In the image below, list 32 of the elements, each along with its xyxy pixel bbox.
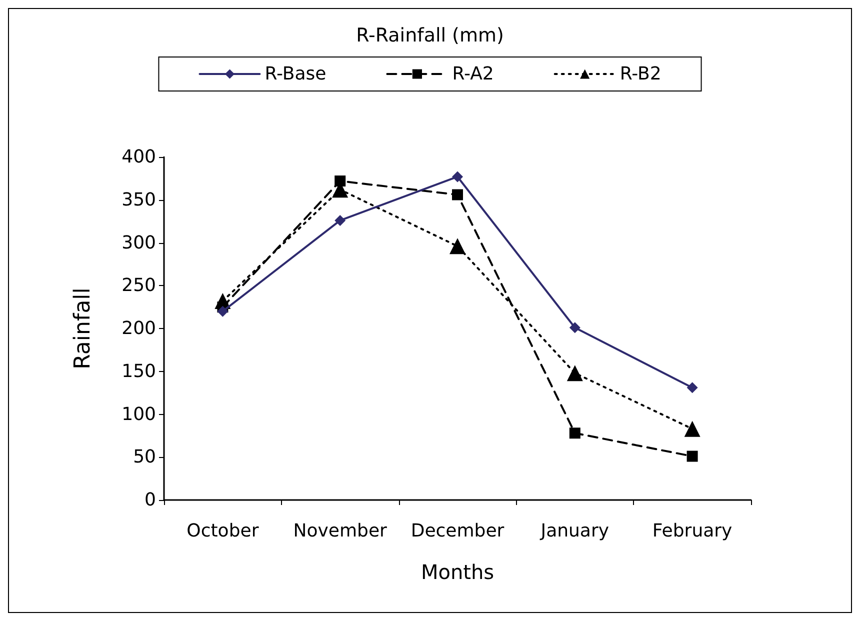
y-tick-label: 0: [144, 490, 156, 510]
point: [686, 382, 698, 394]
point: [217, 306, 228, 317]
y-tick-label: 50: [133, 446, 156, 468]
x-tick-label: December: [410, 520, 505, 542]
y-tick-label: 350: [122, 189, 156, 210]
point: [334, 214, 346, 226]
point: [569, 428, 580, 439]
y-tick-label: 200: [122, 318, 156, 339]
point: [569, 322, 580, 334]
y-axis-title: Rainfall: [70, 288, 96, 370]
point: [686, 450, 698, 462]
x-tick-label: November: [293, 520, 388, 542]
legend-label: R-B2: [620, 64, 662, 84]
point: [452, 189, 463, 200]
y-tick-label: 400: [122, 146, 156, 168]
y-tick-label: 250: [122, 275, 156, 296]
x-tick-label: October: [186, 520, 260, 542]
point: [684, 420, 700, 437]
x-axis-title: Months: [420, 560, 494, 584]
x-tick-label: January: [540, 520, 610, 542]
x-tick-label: February: [652, 520, 733, 542]
point: [450, 238, 466, 254]
legend-label: R-A2: [452, 64, 494, 84]
chart-title: R-Rainfall (mm): [356, 24, 504, 46]
y-tick-label: 150: [122, 360, 156, 382]
point: [334, 176, 346, 187]
point: [452, 171, 463, 182]
point: [566, 365, 583, 382]
legend-label: R-Base: [264, 64, 326, 84]
y-tick-label: 100: [122, 404, 156, 425]
y-tick-label: 300: [122, 232, 156, 254]
